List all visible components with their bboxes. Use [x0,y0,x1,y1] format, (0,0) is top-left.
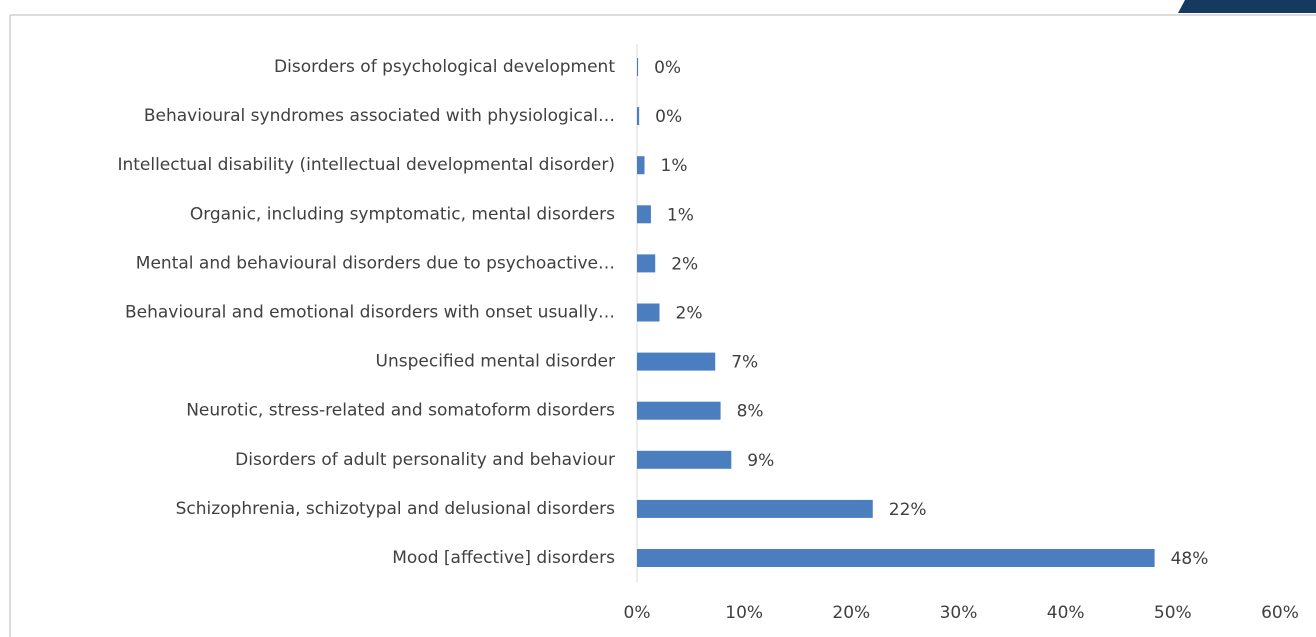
corner-decoration [1178,0,1316,13]
y-tick-label: Disorders of adult personality and behav… [235,450,615,470]
data-label: 2% [676,304,703,324]
x-tick-label: 50% [1154,603,1192,623]
bar [637,58,639,76]
bar [637,205,651,224]
data-label: 2% [671,254,698,274]
data-label: 0% [655,107,682,127]
x-tick-label: 10% [725,603,763,623]
bar [637,156,645,175]
x-tick-label: 0% [624,603,651,623]
x-tick-label: 60% [1261,603,1299,623]
data-label: 0% [654,58,681,78]
x-tick-label: 40% [1047,603,1085,623]
y-tick-label: Behavioural syndromes associated with ph… [144,106,615,126]
bar [637,401,721,420]
y-tick-label: Organic, including symptomatic, mental d… [190,204,615,224]
data-label: 8% [737,402,764,422]
data-label: 1% [661,156,688,176]
data-label: 7% [731,353,758,373]
bar [637,107,640,126]
data-label: 9% [747,451,774,471]
bar [637,303,660,322]
y-tick-label: Neurotic, stress-related and somatoform … [186,401,615,421]
data-label: 22% [889,500,927,520]
bar [637,549,1155,567]
x-tick-label: 20% [832,603,870,623]
bar [637,499,873,518]
x-tick-label: 30% [940,603,978,623]
bar [637,352,716,371]
data-label: 48% [1171,549,1209,569]
y-tick-label: Mental and behavioural disorders due to … [136,253,615,273]
y-tick-label: Disorders of psychological development [274,57,615,77]
y-tick-label: Mood [affective] disorders [392,548,615,568]
data-label: 1% [667,205,694,225]
bar [637,450,732,469]
y-tick-label: Behavioural and emotional disorders with… [125,303,615,323]
bar [637,254,656,273]
y-tick-label: Schizophrenia, schizotypal and delusiona… [176,499,616,519]
y-tick-label: Intellectual disability (intellectual de… [117,155,615,175]
y-tick-label: Unspecified mental disorder [376,352,615,372]
